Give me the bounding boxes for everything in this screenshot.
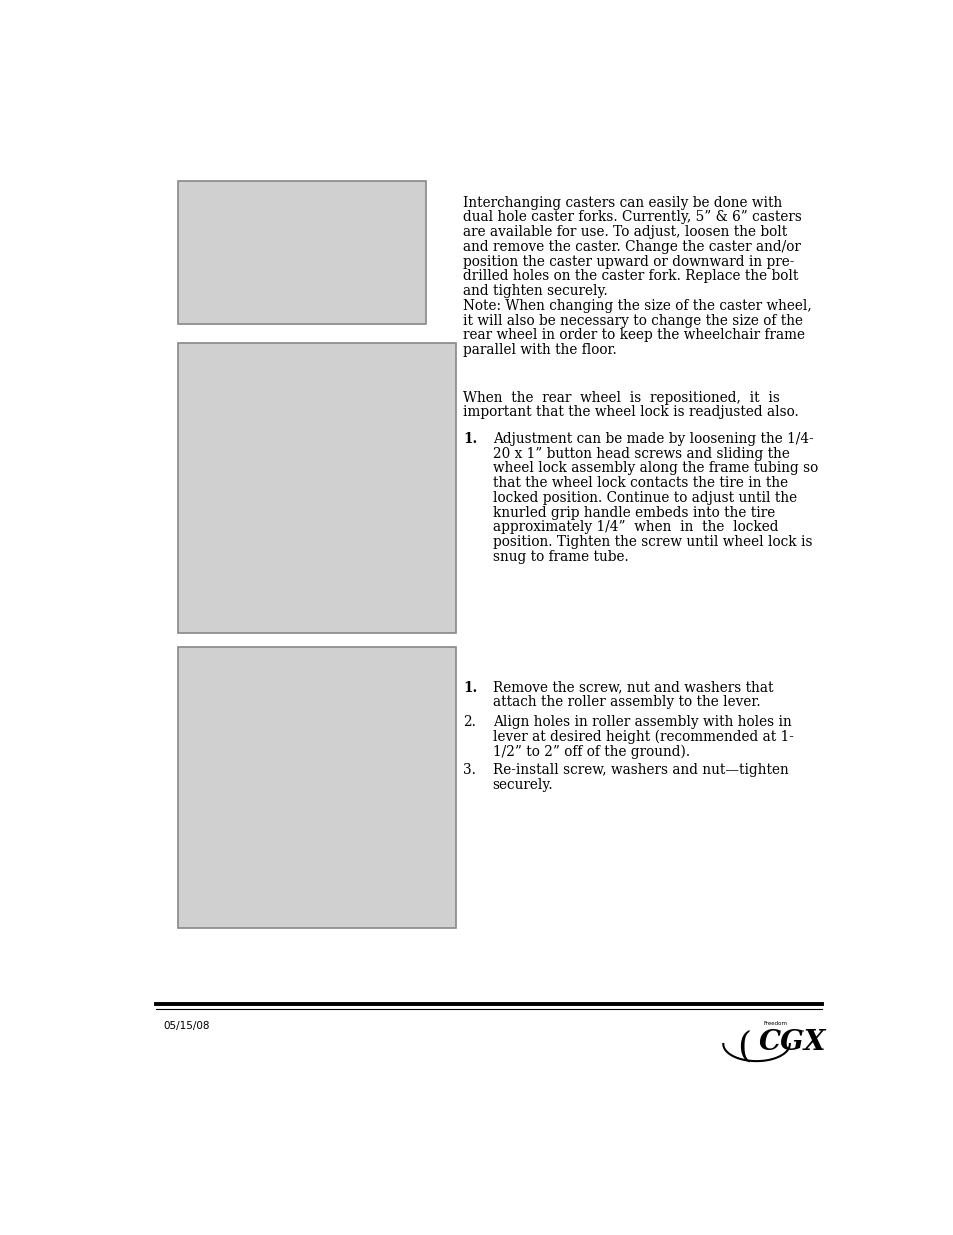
Bar	[178, 182, 426, 324]
Text: position the caster upward or downward in pre-: position the caster upward or downward i…	[462, 254, 794, 269]
Text: snug to frame tube.: snug to frame tube.	[492, 550, 628, 564]
Bar	[178, 647, 456, 927]
Text: 1/2” to 2” off of the ground).: 1/2” to 2” off of the ground).	[492, 745, 689, 758]
Text: 05/15/08: 05/15/08	[164, 1021, 210, 1031]
Text: and tighten securely.: and tighten securely.	[462, 284, 607, 298]
Text: When  the  rear  wheel  is  repositioned,  it  is: When the rear wheel is repositioned, it …	[462, 390, 780, 405]
Text: 1.: 1.	[462, 432, 476, 446]
Text: (: (	[736, 1030, 750, 1063]
Text: Remove the screw, nut and washers that: Remove the screw, nut and washers that	[492, 680, 772, 695]
Text: locked position. Continue to adjust until the: locked position. Continue to adjust unti…	[492, 492, 796, 505]
Text: parallel with the floor.: parallel with the floor.	[462, 343, 617, 357]
Text: Adjustment can be made by loosening the 1/4-: Adjustment can be made by loosening the …	[492, 432, 813, 446]
Text: 3.: 3.	[462, 763, 476, 777]
Text: wheel lock assembly along the frame tubing so: wheel lock assembly along the frame tubi…	[492, 462, 817, 475]
Text: Freedom: Freedom	[763, 1021, 787, 1026]
Text: securely.: securely.	[492, 778, 553, 792]
Text: approximately 1/4”  when  in  the  locked: approximately 1/4” when in the locked	[492, 520, 778, 535]
Text: CGX: CGX	[758, 1029, 825, 1056]
Text: Interchanging casters can easily be done with: Interchanging casters can easily be done…	[462, 196, 781, 210]
Text: 2.: 2.	[462, 715, 476, 729]
Bar	[178, 343, 456, 634]
Text: are available for use. To adjust, loosen the bolt: are available for use. To adjust, loosen…	[462, 225, 786, 240]
Text: Note: When changing the size of the caster wheel,: Note: When changing the size of the cast…	[462, 299, 811, 312]
Text: ™: ™	[796, 1029, 804, 1037]
Text: Align holes in roller assembly with holes in: Align holes in roller assembly with hole…	[492, 715, 791, 729]
Text: 20 x 1” button head screws and sliding the: 20 x 1” button head screws and sliding t…	[492, 447, 789, 461]
Text: that the wheel lock contacts the tire in the: that the wheel lock contacts the tire in…	[492, 477, 787, 490]
Text: lever at desired height (recommended at 1-: lever at desired height (recommended at …	[492, 730, 793, 743]
Text: drilled holes on the caster fork. Replace the bolt: drilled holes on the caster fork. Replac…	[462, 269, 798, 284]
Text: Re-install screw, washers and nut—tighten: Re-install screw, washers and nut—tighte…	[492, 763, 787, 777]
Text: important that the wheel lock is readjusted also.: important that the wheel lock is readjus…	[462, 405, 798, 420]
Text: and remove the caster. Change the caster and/or: and remove the caster. Change the caster…	[462, 240, 801, 254]
Text: rear wheel in order to keep the wheelchair frame: rear wheel in order to keep the wheelcha…	[462, 329, 804, 342]
Text: dual hole caster forks. Currently, 5” & 6” casters: dual hole caster forks. Currently, 5” & …	[462, 210, 801, 225]
Text: position. Tighten the screw until wheel lock is: position. Tighten the screw until wheel …	[492, 535, 811, 550]
Text: it will also be necessary to change the size of the: it will also be necessary to change the …	[462, 314, 802, 327]
Text: attach the roller assembly to the lever.: attach the roller assembly to the lever.	[492, 695, 760, 709]
Text: 1.: 1.	[462, 680, 476, 695]
Text: knurled grip handle embeds into the tire: knurled grip handle embeds into the tire	[492, 505, 774, 520]
